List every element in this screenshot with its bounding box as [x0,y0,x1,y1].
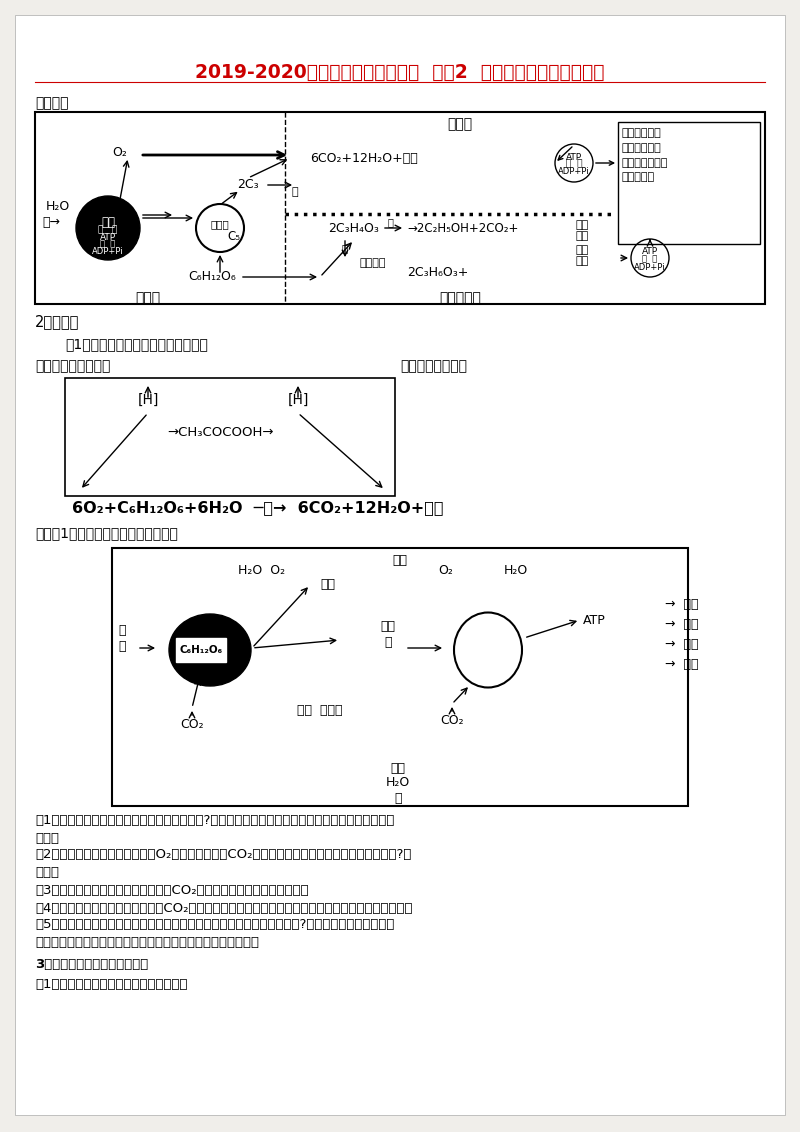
Text: 空气: 空气 [393,555,407,567]
Text: ADP+Pi: ADP+Pi [634,263,666,272]
Text: 【例题1】对照下图可分析下列问题：: 【例题1】对照下图可分析下列问题： [35,526,178,540]
Text: 6O₂+C₆H₁₂O₆+6H₂O  ─酶→  6CO₂+12H₂O+能量: 6O₂+C₆H₁₂O₆+6H₂O ─酶→ 6CO₂+12H₂O+能量 [72,500,443,515]
Text: 为一种酶: 为一种酶 [360,258,386,268]
Text: 光合作用总反应式：: 光合作用总反应式： [35,359,110,374]
Text: 光
能: 光 能 [118,624,126,652]
Text: 能量: 能量 [575,231,588,241]
Text: 叶绿体: 叶绿体 [135,291,161,305]
Text: H₂O: H₂O [504,564,528,576]
Text: 细胞质基质: 细胞质基质 [439,291,481,305]
Text: CO₂: CO₂ [180,719,204,731]
Text: 什么？: 什么？ [35,866,59,880]
Text: →  分泌: → 分泌 [665,638,698,652]
Text: 根: 根 [394,791,402,805]
Text: 色素: 色素 [101,215,115,229]
Bar [112,548,688,806]
Text: 酶   酶: 酶 酶 [98,225,118,234]
Text: （1）光合作用与呼吸作用的区别和联系：: （1）光合作用与呼吸作用的区别和联系： [35,978,187,992]
Bar [65,378,395,496]
Text: 酶  酶: 酶 酶 [566,160,582,169]
Text: O₂: O₂ [113,146,127,158]
Ellipse shape [169,614,251,686]
Text: 细胞分裂、主
动运输，物质
合成、生物电、
肌肉收缩等: 细胞分裂、主 动运输，物质 合成、生物电、 肌肉收缩等 [621,128,667,182]
Text: [H]: [H] [138,393,158,408]
Text: →  分裂: → 分裂 [665,659,698,671]
Bar [176,638,226,662]
Text: ATP: ATP [583,614,606,626]
Text: 线粒体: 线粒体 [447,117,473,131]
Text: H₂O  O₂: H₂O O₂ [238,564,286,576]
Text: →CH₃COCOOH→: →CH₃COCOOH→ [166,426,274,438]
Text: 2C₃: 2C₃ [237,179,259,191]
Text: ATP: ATP [100,232,116,241]
Bar [35,112,765,305]
Text: →  吸收: → 吸收 [665,599,698,611]
Text: （4）在同一细胞中，线粒体产生的CO₂参与光合作用时，一般要穿过几层磷脂分子？若是相邻细胞呢？: （4）在同一细胞中，线粒体产生的CO₂参与光合作用时，一般要穿过几层磷脂分子？若… [35,901,413,915]
Text: （5）水稻、油菜、大豆种子中淀粉、脂肪、蛋白质主要储存在什么结构中?绿色植物通过光合作用合: （5）水稻、油菜、大豆种子中淀粉、脂肪、蛋白质主要储存在什么结构中?绿色植物通过… [35,918,394,932]
Text: 物质？: 物质？ [35,832,59,844]
Text: 酶: 酶 [342,243,348,252]
Text: 3、光合作用和呼吸作用的比较: 3、光合作用和呼吸作用的比较 [35,959,148,971]
Text: C₆H₁₂O₆: C₆H₁₂O₆ [188,271,236,283]
Text: →2C₂H₅OH+2CO₂+: →2C₂H₅OH+2CO₂+ [407,222,518,234]
Text: 脂肪  氨基酸: 脂肪 氨基酸 [298,703,342,717]
Text: 有氧呼吸反应式：: 有氧呼吸反应式： [400,359,467,374]
Text: 成糖类，以及将糖类运输到种子中都需要哪种矿质元素的参与？: 成糖类，以及将糖类运输到种子中都需要哪种矿质元素的参与？ [35,936,259,950]
Text: （3）夏季中午，植物不吸收也不释放CO₂，此时光合作用速率有何特点？: （3）夏季中午，植物不吸收也不释放CO₂，此时光合作用速率有何特点？ [35,883,309,897]
Text: 酶  酶: 酶 酶 [100,240,116,249]
Text: ADP+Pi: ADP+Pi [92,247,124,256]
Text: 淀粉: 淀粉 [321,578,335,592]
Text: （1）从反应式上追踪元素的来龙去脉: （1）从反应式上追踪元素的来龙去脉 [65,337,208,351]
Text: →  合成: → 合成 [665,618,698,632]
Text: 6CO₂+12H₂O+能量: 6CO₂+12H₂O+能量 [310,152,418,164]
Text: CO₂: CO₂ [440,713,464,727]
Text: 酶: 酶 [292,187,298,197]
Text: [H]: [H] [108,200,128,214]
Text: 2019-2020年高三生物第二轮复习  专题2  光合作用与呼吸作用教案: 2019-2020年高三生物第二轮复习 专题2 光合作用与呼吸作用教案 [195,62,605,82]
Text: 酶: 酶 [387,217,393,228]
Text: 2、反应式: 2、反应式 [35,315,79,329]
Text: 2C₃H₄O₃: 2C₃H₄O₃ [329,222,379,234]
Text: 多利酶: 多利酶 [210,218,230,229]
Text: 丙酮
酸: 丙酮 酸 [381,620,395,650]
Text: 2C₃H₆O₃+: 2C₃H₆O₃+ [407,266,468,278]
Text: H₂O: H₂O [386,777,410,789]
Text: 少量: 少量 [575,220,588,230]
Text: ATP: ATP [642,248,658,257]
Text: 光→: 光→ [42,215,60,229]
Bar [618,122,760,245]
Text: （1）在叶绿体结构中磷酸含量主要集中在哪里?暗反应为光能转换成活跃的化学能过程主要提供哪些: （1）在叶绿体结构中磷酸含量主要集中在哪里?暗反应为光能转换成活跃的化学能过程主… [35,814,394,826]
Text: C₆H₁₂O₆: C₆H₁₂O₆ [179,645,222,655]
Text: 能量: 能量 [575,256,588,266]
Text: C₅: C₅ [227,231,241,243]
Text: H₂O: H₂O [46,200,70,214]
Text: 过程图解: 过程图解 [35,96,69,110]
Text: （2）经测定，在白天植物不消耗O₂，却消耗大量的CO₂，这是否意味着植物体不进行呼吸作用吗?为: （2）经测定，在白天植物不消耗O₂，却消耗大量的CO₂，这是否意味着植物体不进行… [35,849,411,861]
Circle shape [76,196,140,260]
Text: O₂: O₂ [438,564,454,576]
Text: [H]: [H] [287,393,309,408]
Text: 酶  酶: 酶 酶 [642,255,658,264]
Text: ATP: ATP [566,153,582,162]
Text: 空气: 空气 [390,762,406,774]
Text: 少量: 少量 [575,245,588,255]
Text: ADP+Pi: ADP+Pi [558,166,590,175]
